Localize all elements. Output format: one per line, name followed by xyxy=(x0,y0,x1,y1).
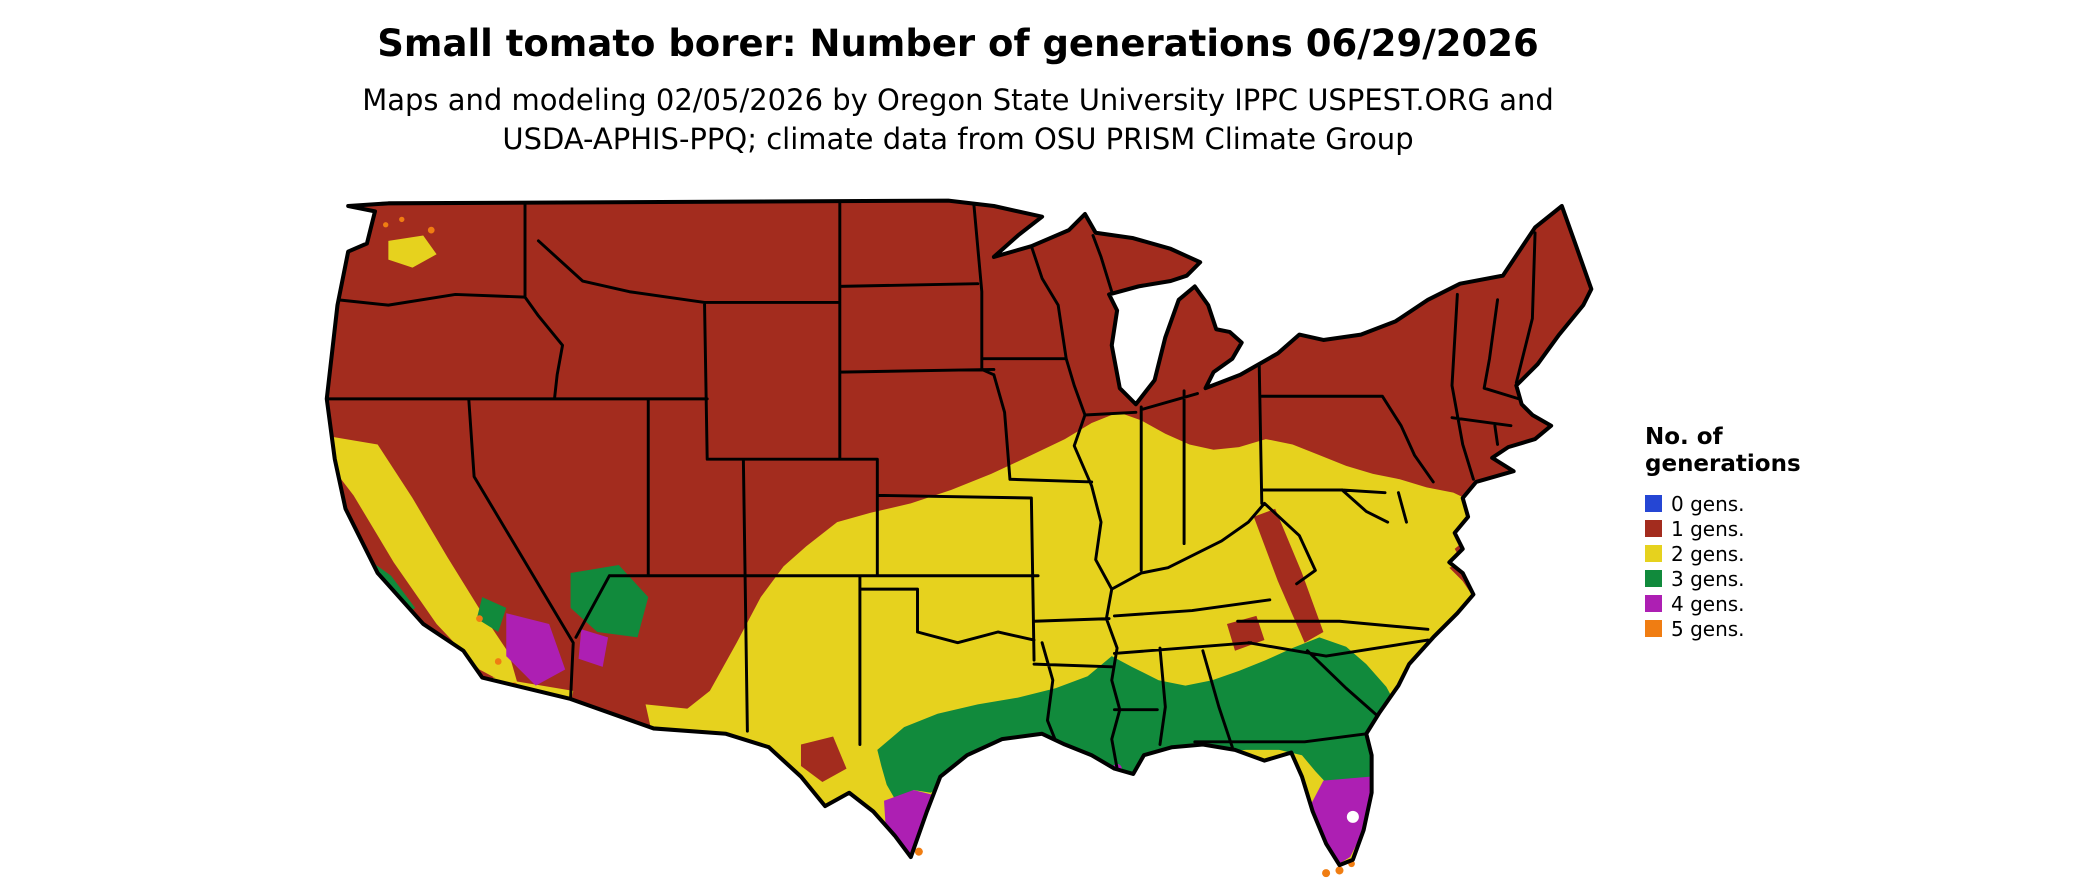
legend-label: 3 gens. xyxy=(1671,566,1745,591)
legend-row-0-gens: 0 gens. xyxy=(1645,491,1945,516)
map-header: Small tomato borer: Number of generation… xyxy=(0,22,1916,159)
map-fill-layer xyxy=(326,200,1592,866)
page-title: Small tomato borer: Number of generation… xyxy=(377,22,1539,65)
legend-row-2-gens: 2 gens. xyxy=(1645,541,1945,566)
us-generations-map xyxy=(308,171,1594,884)
legend-label: 4 gens. xyxy=(1671,591,1745,616)
region-1-gens-appalachians xyxy=(1253,508,1324,643)
lake-okeechobee xyxy=(1346,810,1359,823)
legend-row-1-gens: 1 gens. xyxy=(1645,516,1945,541)
legend-swatch-4-gens xyxy=(1645,595,1662,613)
legend-swatch-5-gens xyxy=(1645,620,1662,638)
legend-swatch-1-gens xyxy=(1645,520,1662,538)
region-1-gens-davis-mountains xyxy=(800,736,847,783)
map-svg xyxy=(324,198,1594,878)
legend-label: 2 gens. xyxy=(1671,541,1745,566)
state-borders xyxy=(326,201,1537,771)
region-4-gens-florida xyxy=(1310,776,1373,866)
us-outline xyxy=(324,198,1594,868)
legend-items: 0 gens. 1 gens. 2 gens. 3 gens. 4 gens. … xyxy=(1645,491,1945,641)
region-3-gens-west-patch xyxy=(476,597,507,632)
legend-label: 5 gens. xyxy=(1671,616,1745,641)
region-2-gens-california xyxy=(326,436,520,691)
legend-label: 1 gens. xyxy=(1671,516,1745,541)
map-legend: No. of generations 0 gens. 1 gens. 2 gen… xyxy=(1645,424,1945,641)
subtitle-line-2: USDA-APHIS-PPQ; climate data from OSU PR… xyxy=(502,122,1414,157)
region-1-gens-smokies xyxy=(1226,615,1265,651)
legend-row-4-gens: 4 gens. xyxy=(1645,591,1945,616)
legend-row-5-gens: 5 gens. xyxy=(1645,616,1945,641)
region-5-gens-keys xyxy=(914,847,1355,878)
region-2-gens-washington-spot xyxy=(388,235,437,268)
legend-swatch-3-gens xyxy=(1645,570,1662,588)
region-3-gens-band xyxy=(877,637,1396,804)
legend-title-line-2: generations xyxy=(1645,451,1801,478)
legend-swatch-2-gens xyxy=(1645,545,1662,563)
region-4-gens-yuma xyxy=(506,613,566,686)
legend-title-line-1: No. of xyxy=(1645,424,1723,450)
legend-row-3-gens: 3 gens. xyxy=(1645,566,1945,591)
region-4-gens-phoenix xyxy=(578,629,609,667)
region-3-gens-arizona xyxy=(570,565,649,638)
subtitle-line-1: Maps and modeling 02/05/2026 by Oregon S… xyxy=(362,83,1554,117)
legend-label: 0 gens. xyxy=(1671,491,1745,516)
legend-swatch-0-gens xyxy=(1645,495,1662,513)
